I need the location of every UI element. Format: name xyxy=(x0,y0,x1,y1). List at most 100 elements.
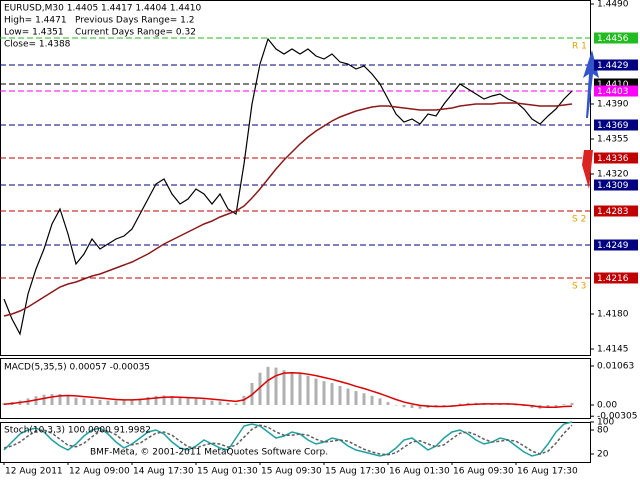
histogram-bar xyxy=(146,396,150,406)
histogram-bar xyxy=(290,371,294,406)
level-label: 1.4403 xyxy=(597,87,629,97)
histogram-bar xyxy=(282,370,286,406)
histogram-bar xyxy=(330,382,334,406)
info-text: Current Days Range= 0.32 xyxy=(75,28,196,38)
level-label: 1.4456 xyxy=(597,34,629,44)
level-label: 1.4336 xyxy=(597,154,629,164)
histogram-bar xyxy=(114,400,118,406)
info-text: Low= 1.4351 xyxy=(4,28,64,38)
x-tick-label: 16 Aug 17:30 xyxy=(517,467,578,477)
histogram-bar xyxy=(90,399,94,406)
y-tick-label: 1.4490 xyxy=(597,0,629,10)
y-tick-label: 1.4145 xyxy=(597,345,629,355)
histogram-bar xyxy=(570,402,574,406)
histogram-bar xyxy=(402,405,406,408)
level-box xyxy=(594,272,638,284)
histogram-bar xyxy=(162,395,166,406)
level-box xyxy=(594,85,638,97)
histogram-bar xyxy=(338,385,342,406)
level-box xyxy=(594,32,638,44)
info-text: High= 1.4471 xyxy=(4,16,67,26)
x-tick-label: 16 Aug 09:30 xyxy=(453,467,514,477)
histogram-bar xyxy=(346,388,350,406)
level-box xyxy=(594,152,638,164)
level-box xyxy=(594,119,638,131)
x-tick-label: 15 Aug 17:30 xyxy=(325,467,386,477)
y-tick-label: 0.01063 xyxy=(597,362,634,372)
histogram-bar xyxy=(394,405,398,406)
level-label: 1.4216 xyxy=(597,274,629,284)
histogram-bar xyxy=(194,398,198,406)
series-line xyxy=(3,102,573,317)
histogram-bar xyxy=(98,399,102,406)
pane-frame xyxy=(0,422,591,463)
histogram-bar xyxy=(178,397,182,406)
y-tick-label: 80 xyxy=(597,426,609,436)
y-tick-label: 1.4180 xyxy=(597,310,629,320)
histogram-bar xyxy=(362,393,366,406)
histogram-bar xyxy=(122,400,126,406)
histogram-bar xyxy=(266,366,270,406)
y-tick-label: 1.4390 xyxy=(597,100,629,110)
x-tick-label: 12 Aug 09:00 xyxy=(69,467,130,477)
histogram-bar xyxy=(562,404,566,406)
indicator-title: Stoch(10,3,3) 100.0000 91.9982 xyxy=(4,426,151,436)
series-line xyxy=(3,424,573,456)
histogram-bar xyxy=(106,400,110,406)
histogram-bar xyxy=(154,395,158,406)
histogram-bar xyxy=(354,391,358,406)
histogram-bar xyxy=(274,367,278,406)
level-box xyxy=(594,78,638,90)
series-line xyxy=(3,371,573,408)
level-box xyxy=(594,179,638,191)
histogram-bar xyxy=(306,375,310,406)
histogram-bar xyxy=(378,398,382,406)
histogram-bar xyxy=(74,397,78,406)
level-label: 1.4283 xyxy=(597,207,629,217)
y-tick-label: 0.00 xyxy=(597,401,617,411)
chart-title: EURUSD,M30 1.4405 1.4417 1.4404 1.4410 xyxy=(4,4,202,14)
histogram-bar xyxy=(314,378,318,406)
info-text: Close= 1.4388 xyxy=(4,40,71,50)
copyright: BMF-Meta, © 2001-2011 MetaQuotes Softwar… xyxy=(90,448,328,458)
histogram-bar xyxy=(410,405,414,408)
level-box xyxy=(594,239,638,251)
indicator-title: MACD(5,35,5) 0.00057 -0.00035 xyxy=(4,363,150,373)
histogram-bar xyxy=(322,381,326,406)
x-tick-label: 14 Aug 17:30 xyxy=(133,467,194,477)
histogram-bar xyxy=(370,395,374,406)
y-tick-label: 100 xyxy=(597,418,614,428)
series-line xyxy=(3,37,573,336)
level-box xyxy=(594,205,638,217)
histogram-bar xyxy=(450,405,454,406)
y-tick-label: 20 xyxy=(597,450,609,460)
pane-frame xyxy=(0,358,591,419)
histogram-bar xyxy=(514,405,518,406)
level-name: S 2 xyxy=(572,215,586,225)
histogram-bar xyxy=(226,402,230,406)
x-tick-label: 16 Aug 01:30 xyxy=(389,467,450,477)
info-text: Previous Days Range= 1.2 xyxy=(75,16,194,26)
y-tick-label: -0.00305 xyxy=(597,412,637,422)
level-label: 1.4429 xyxy=(597,61,629,71)
level-name: R 1 xyxy=(572,42,587,52)
level-label: 1.4249 xyxy=(597,241,629,251)
histogram-bar xyxy=(66,395,70,406)
arrow-down xyxy=(582,150,593,189)
histogram-bar xyxy=(58,394,62,406)
level-label: 1.4410 xyxy=(597,80,629,90)
histogram-bar xyxy=(234,403,238,406)
histogram-bar xyxy=(138,398,142,406)
histogram-bar xyxy=(170,396,174,406)
histogram-bar xyxy=(42,394,46,406)
level-box xyxy=(594,59,638,71)
histogram-bar xyxy=(210,400,214,406)
histogram-bar xyxy=(418,405,422,409)
histogram-bar xyxy=(458,403,462,406)
level-label: 1.4309 xyxy=(597,181,629,191)
histogram-bar xyxy=(218,401,222,406)
histogram-bar xyxy=(258,372,262,406)
histogram-bar xyxy=(386,402,390,406)
